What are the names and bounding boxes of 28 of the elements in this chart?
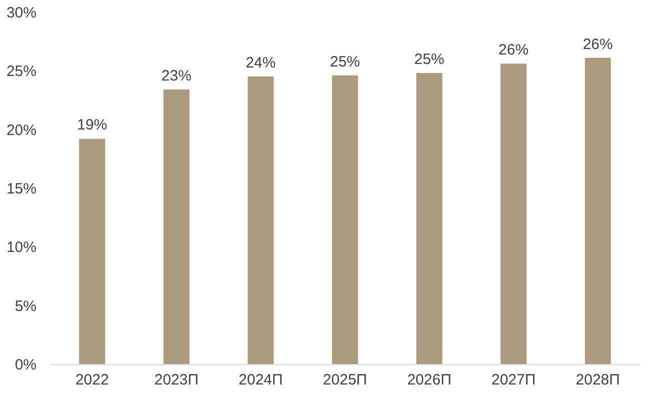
- y-tick-label: 20%: [6, 122, 36, 139]
- x-tick-label: 2022: [75, 372, 109, 388]
- x-tick-label: 2026П: [407, 372, 452, 388]
- data-label: 25%: [414, 51, 444, 68]
- y-tick-label: 0%: [14, 356, 36, 374]
- bar: [416, 73, 442, 364]
- data-label: 25%: [330, 53, 360, 70]
- data-label: 26%: [582, 36, 613, 53]
- data-label: 23%: [161, 67, 192, 84]
- bar: [584, 58, 611, 364]
- data-label: 24%: [246, 54, 276, 72]
- bar: [332, 75, 358, 364]
- y-tick-label: 25%: [6, 63, 36, 80]
- data-label: 26%: [498, 42, 529, 59]
- x-tick-label: 2025П: [322, 372, 368, 388]
- data-label: 19%: [77, 116, 108, 134]
- x-tick-label: 2024П: [238, 372, 283, 388]
- y-tick-label: 10%: [6, 239, 36, 256]
- x-tick-label: 2027П: [491, 372, 536, 388]
- bar: [500, 64, 527, 364]
- x-tick-label: 2028П: [576, 372, 620, 388]
- bar: [248, 76, 274, 364]
- y-tick-label: 15%: [6, 180, 36, 198]
- y-tick-label: 5%: [14, 298, 36, 315]
- bar: [79, 138, 106, 364]
- bar: [163, 89, 190, 364]
- y-tick-label: 30%: [6, 4, 36, 22]
- x-tick-label: 2023П: [154, 372, 199, 388]
